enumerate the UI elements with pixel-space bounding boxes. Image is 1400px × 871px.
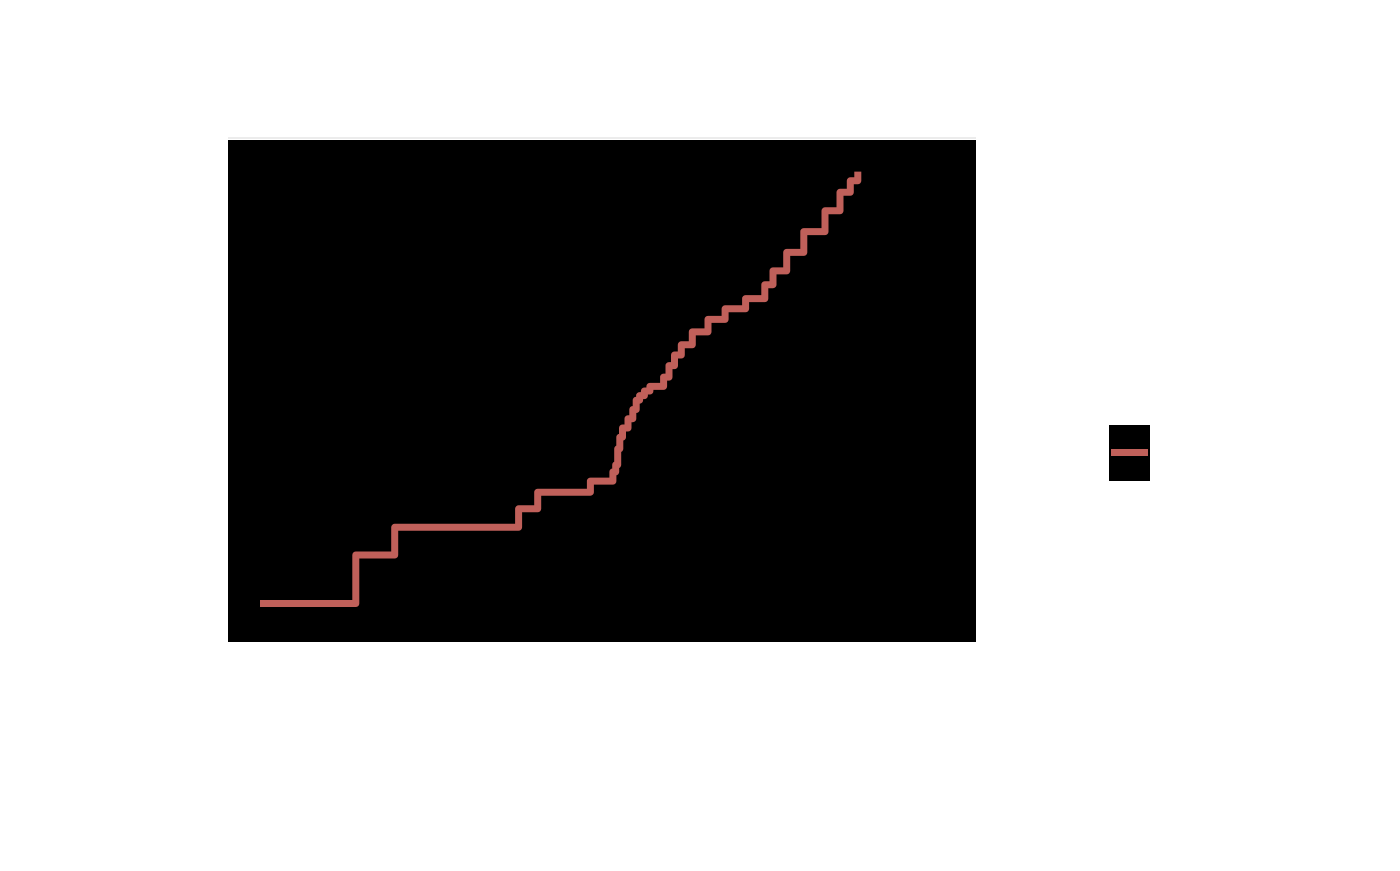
series-line-0 xyxy=(260,171,862,607)
legend-series-line xyxy=(1111,449,1148,456)
plot-panel xyxy=(228,140,976,642)
legend-key xyxy=(1109,425,1150,481)
